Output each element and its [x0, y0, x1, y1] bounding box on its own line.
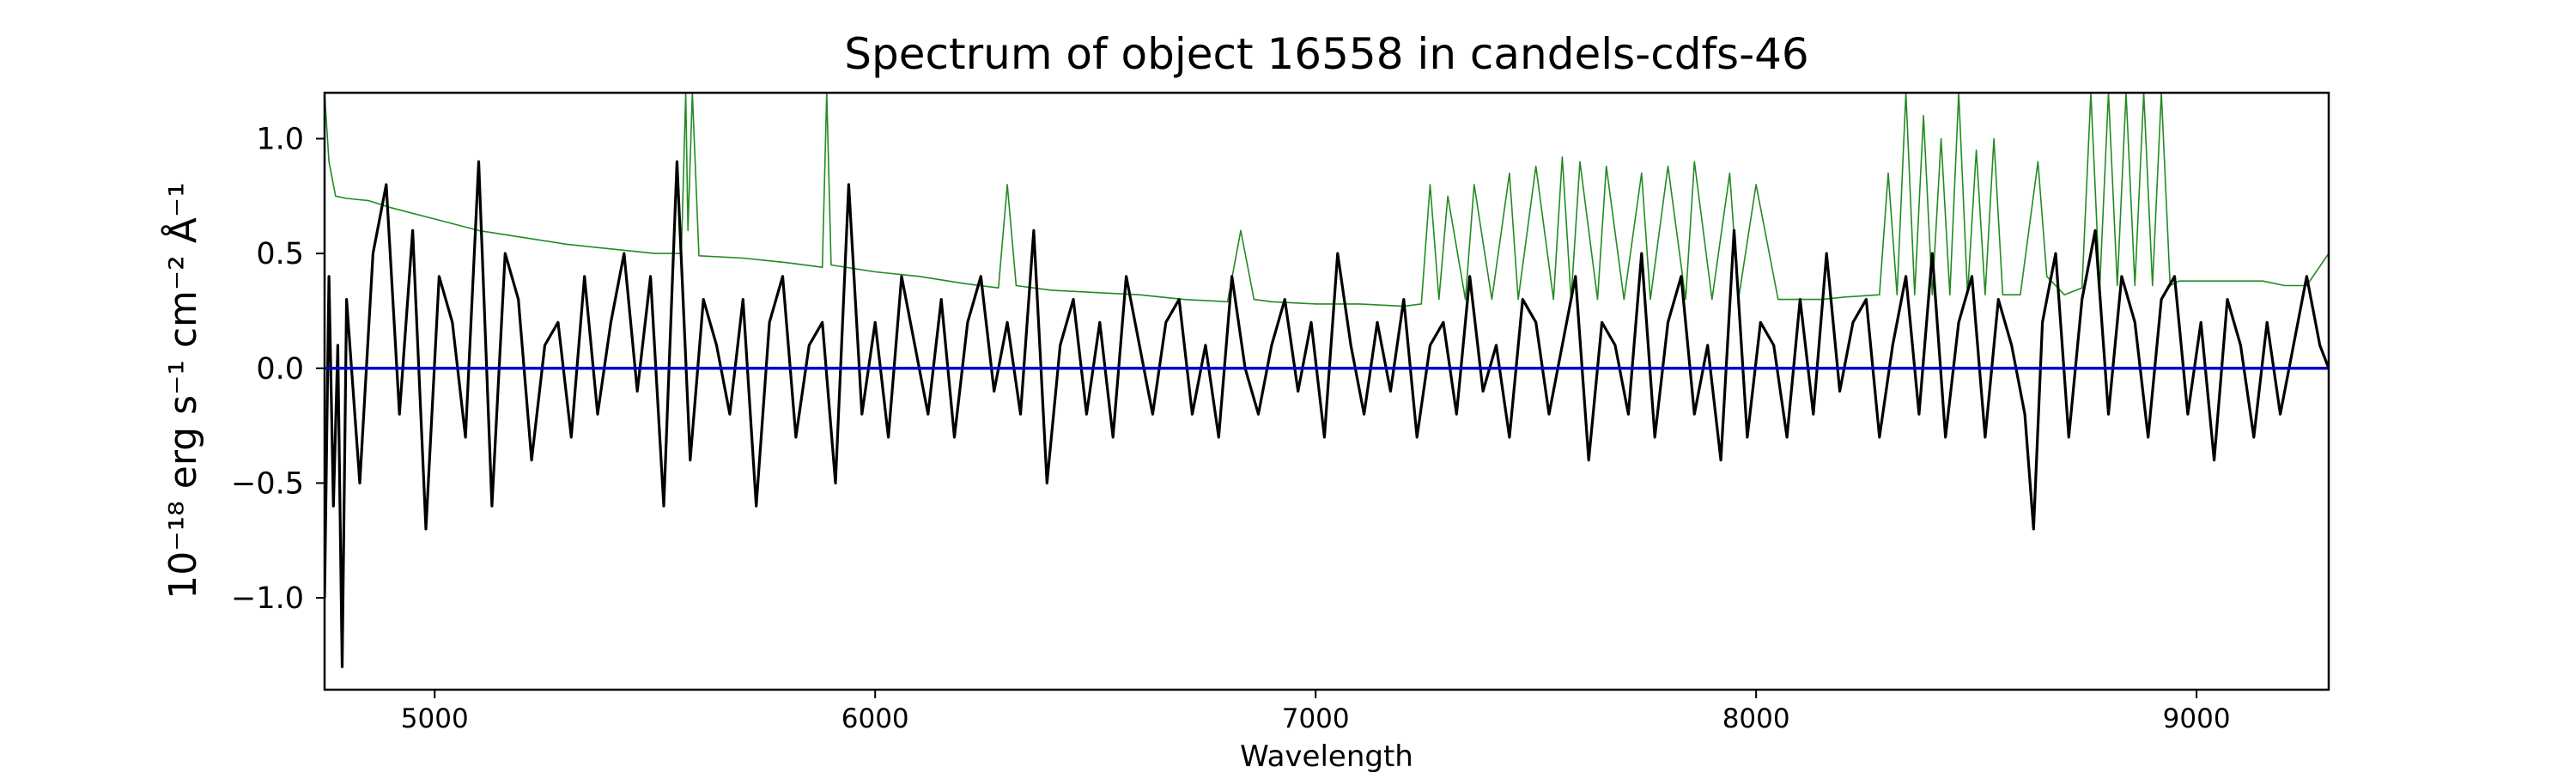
- x-axis-ticks: 5000 6000 7000 8000 9000: [401, 690, 2231, 734]
- series-line-flux: [325, 160, 2329, 668]
- series-layer: [325, 93, 2329, 668]
- y-tick-label: 1.0: [256, 122, 304, 156]
- x-tick-label: 5000: [401, 703, 469, 734]
- y-axis-ticks: −1.0 −0.5 0.0 0.5 1.0: [231, 122, 325, 616]
- y-tick-label: −0.5: [231, 466, 304, 501]
- x-tick-label: 8000: [1722, 703, 1790, 734]
- series-line-noise: [325, 93, 2329, 307]
- x-tick-label: 7000: [1282, 703, 1350, 734]
- y-tick-label: −1.0: [231, 581, 304, 616]
- y-tick-label: 0.5: [256, 237, 304, 271]
- plot-frame: [323, 91, 2330, 691]
- chart-title: Spectrum of object 16558 in candels-cdfs…: [844, 29, 1809, 79]
- y-tick-label: 0.0: [256, 352, 304, 386]
- x-axis-label: Wavelength: [1240, 740, 1413, 773]
- x-tick-label: 6000: [841, 703, 909, 734]
- x-tick-label: 9000: [2163, 703, 2231, 734]
- y-axis-label: 10⁻¹⁸ erg s⁻¹ cm⁻² Å⁻¹: [160, 182, 205, 599]
